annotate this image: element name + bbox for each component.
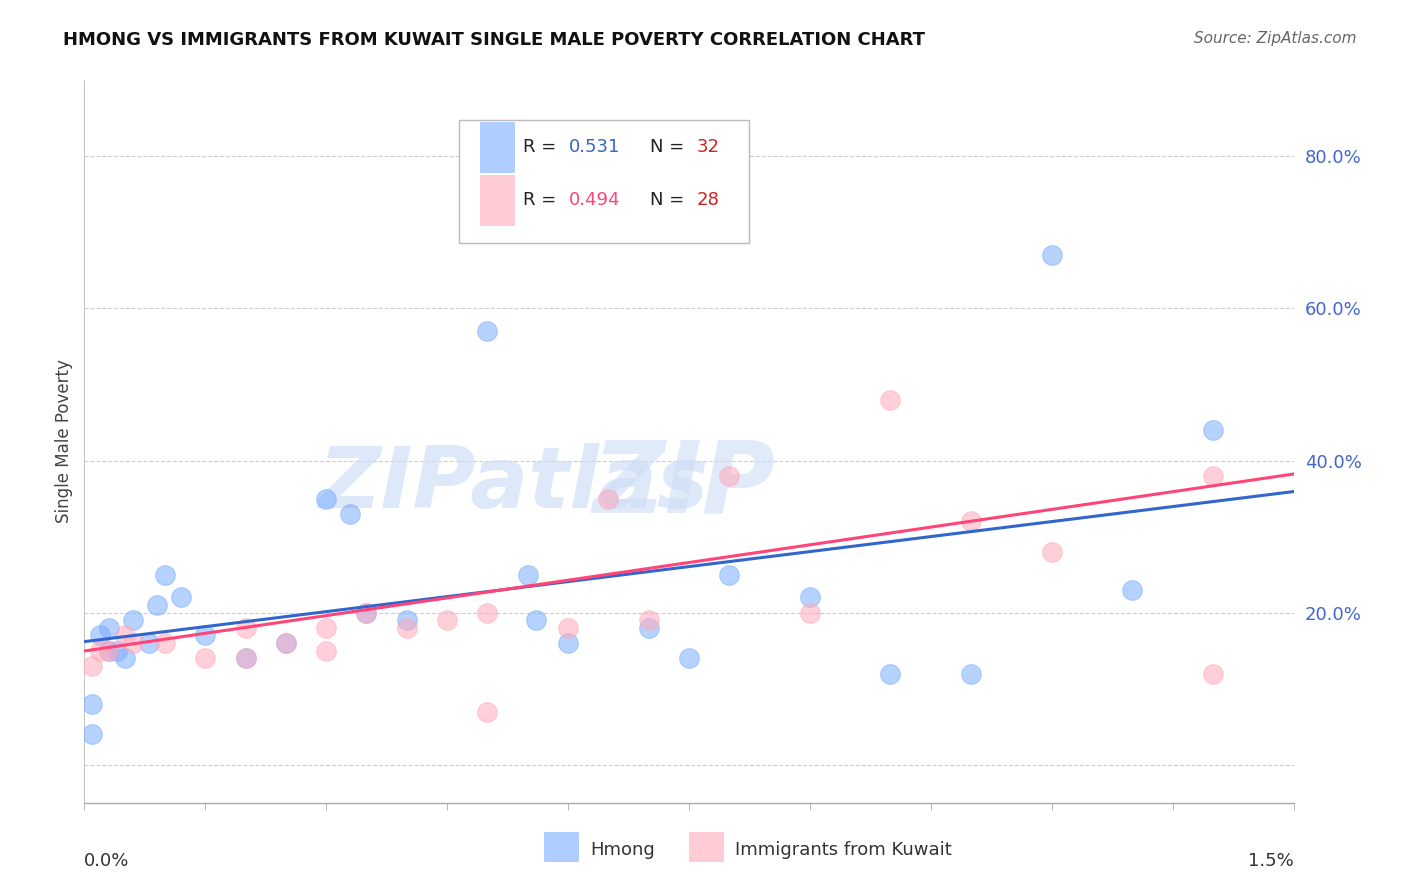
Point (477, 705, 499, 719)
Point (89, 643, 111, 657)
Text: N =: N = (650, 138, 690, 156)
Point (356, 606, 378, 620)
Point (718, 567, 741, 582)
Point (315, 643, 337, 657)
Point (960, 666, 983, 681)
Point (436, 613, 458, 627)
Point (138, 636, 160, 650)
Point (121, 613, 143, 627)
Point (82, 659, 104, 673)
Text: 0.531: 0.531 (569, 138, 620, 156)
Point (339, 507, 361, 521)
Point (105, 643, 128, 657)
Y-axis label: Single Male Poverty: Single Male Poverty (55, 359, 73, 524)
Point (879, 392, 901, 407)
Bar (479, 175, 513, 226)
Point (1202, 423, 1225, 437)
Point (637, 134, 659, 148)
Point (274, 636, 297, 650)
Point (114, 628, 136, 642)
Point (315, 491, 337, 506)
Point (97, 643, 120, 657)
Bar (689, 831, 723, 861)
Point (477, 606, 499, 620)
Point (395, 613, 418, 627)
Text: Immigrants from Kuwait: Immigrants from Kuwait (735, 841, 952, 859)
Point (1121, 582, 1143, 597)
Text: 1.5%: 1.5% (1247, 852, 1294, 871)
Point (1202, 666, 1225, 681)
Point (557, 636, 579, 650)
Point (960, 515, 983, 529)
Text: ZIP: ZIP (592, 436, 775, 533)
Text: R =: R = (523, 138, 562, 156)
Point (146, 598, 169, 612)
Point (879, 666, 901, 681)
Point (598, 491, 620, 506)
Point (637, 613, 659, 627)
Point (89, 628, 111, 642)
Point (97, 621, 120, 635)
Point (1202, 468, 1225, 483)
Point (799, 606, 821, 620)
Point (235, 621, 257, 635)
Text: N =: N = (650, 191, 690, 209)
Text: 0.494: 0.494 (569, 191, 620, 209)
Point (82, 727, 104, 741)
Text: R =: R = (523, 191, 562, 209)
Text: Source: ZipAtlas.com: Source: ZipAtlas.com (1194, 31, 1357, 46)
Point (194, 628, 217, 642)
Point (315, 621, 337, 635)
Point (718, 468, 741, 483)
Text: Hmong: Hmong (589, 841, 655, 859)
Point (356, 606, 378, 620)
Text: 28: 28 (696, 191, 718, 209)
Point (194, 651, 217, 665)
Text: HMONG VS IMMIGRANTS FROM KUWAIT SINGLE MALE POVERTY CORRELATION CHART: HMONG VS IMMIGRANTS FROM KUWAIT SINGLE M… (63, 31, 925, 49)
Point (153, 636, 176, 650)
Point (1040, 248, 1063, 262)
Point (235, 651, 257, 665)
Point (477, 324, 499, 338)
FancyBboxPatch shape (460, 120, 749, 243)
Text: 0.0%: 0.0% (84, 852, 129, 871)
Point (121, 636, 143, 650)
Point (82, 697, 104, 711)
Point (274, 636, 297, 650)
Point (97, 643, 120, 657)
Point (395, 621, 418, 635)
Point (235, 651, 257, 665)
Bar (479, 121, 513, 172)
Text: 32: 32 (696, 138, 720, 156)
Point (1040, 545, 1063, 559)
Point (114, 651, 136, 665)
Point (524, 613, 547, 627)
Bar (544, 831, 578, 861)
Text: ZIPatlas: ZIPatlas (319, 443, 709, 526)
Point (637, 621, 659, 635)
Point (153, 567, 176, 582)
Point (799, 591, 821, 605)
Text: ZIPatlas: ZIPatlas (592, 450, 920, 519)
Point (516, 567, 538, 582)
Point (170, 591, 193, 605)
Point (557, 621, 579, 635)
Point (678, 651, 700, 665)
